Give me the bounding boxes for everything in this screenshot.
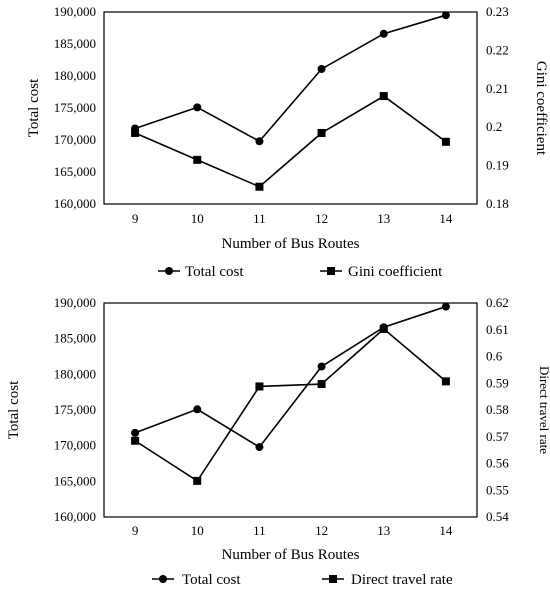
series-line-total-cost — [134, 14, 447, 143]
data-point-total-cost — [255, 443, 264, 452]
x-tick-label: 11 — [253, 523, 266, 538]
data-point-gini-coefficient — [255, 182, 264, 191]
x-tick-label: 12 — [315, 211, 328, 226]
left-tick-label: 180,000 — [54, 366, 96, 381]
left-tick-label: 190,000 — [54, 295, 96, 310]
right-tick-label: 0.55 — [486, 482, 509, 497]
data-point-total-cost — [441, 302, 450, 311]
left-tick-label: 185,000 — [54, 36, 96, 51]
series-line-total-cost — [134, 305, 447, 449]
left-tick-label: 190,000 — [54, 4, 96, 19]
data-point-total-cost — [255, 137, 264, 146]
data-point-total-cost — [193, 405, 202, 414]
data-point-direct-travel-rate — [193, 476, 202, 485]
legend-label: Total cost — [182, 572, 241, 588]
right-tick-label: 0.6 — [486, 349, 503, 364]
data-point-direct-travel-rate — [379, 324, 388, 333]
right-tick-label: 0.59 — [486, 375, 509, 390]
x-tick-label: 14 — [439, 523, 453, 538]
right-tick-label: 0.2 — [486, 119, 502, 134]
left-tick-label: 160,000 — [54, 509, 96, 524]
data-point-direct-travel-rate — [317, 380, 326, 389]
data-point-gini-coefficient — [379, 92, 388, 101]
x-axis-title: Number of Bus Routes — [222, 236, 360, 252]
right-tick-label: 0.22 — [486, 42, 509, 57]
x-tick-label: 14 — [439, 211, 453, 226]
series-line-gini-coefficient — [134, 95, 447, 188]
plot-frame — [103, 11, 478, 205]
chart-1: 160,000 165,000 170,000 175,000 180,000 185,0… — [26, 4, 549, 280]
data-point-direct-travel-rate — [131, 436, 140, 445]
right-tick-label: 0.62 — [486, 295, 509, 310]
left-tick-label: 180,000 — [54, 68, 96, 83]
left-tick-label: 175,000 — [54, 100, 96, 115]
data-point-total-cost — [441, 11, 450, 20]
x-tick-label: 13 — [377, 211, 390, 226]
right-tick-label: 0.61 — [486, 322, 509, 337]
x-axis-title: Number of Bus Routes — [222, 547, 360, 563]
right-tick-label: 0.54 — [486, 509, 509, 524]
data-point-direct-travel-rate — [441, 377, 450, 386]
legend-marker-square — [329, 575, 337, 583]
legend-marker-circle — [159, 575, 167, 583]
legend-label: Gini coefficient — [348, 264, 443, 280]
series-line-direct-travel-rate — [134, 327, 447, 482]
legend-marker-square — [327, 267, 335, 275]
x-tick-label: 13 — [377, 523, 390, 538]
y-axis-title-right: Gini coefficient — [533, 61, 549, 156]
data-point-gini-coefficient — [317, 128, 326, 137]
data-point-gini-coefficient — [131, 128, 140, 137]
y-axis-title-right: Direct travel rate — [537, 366, 550, 454]
data-point-total-cost — [131, 428, 140, 437]
x-tick-label: 12 — [315, 523, 328, 538]
right-tick-label: 0.56 — [486, 456, 509, 471]
data-point-total-cost — [317, 362, 326, 371]
left-tick-label: 170,000 — [54, 132, 96, 147]
legend-label: Total cost — [185, 264, 244, 280]
left-tick-label: 160,000 — [54, 196, 96, 211]
left-tick-label: 170,000 — [54, 438, 96, 453]
legend-marker-circle — [165, 267, 173, 275]
left-tick-label: 185,000 — [54, 331, 96, 346]
data-point-direct-travel-rate — [255, 382, 264, 391]
left-tick-label: 165,000 — [54, 473, 96, 488]
x-tick-label: 10 — [191, 211, 204, 226]
x-tick-label: 9 — [132, 523, 139, 538]
data-point-total-cost — [317, 64, 326, 73]
left-tick-label: 175,000 — [54, 402, 96, 417]
chart-2: 160,000 165,000 170,000 175,000 180,000 185,0… — [6, 295, 550, 588]
right-tick-label: 0.23 — [486, 4, 509, 19]
x-tick-label: 10 — [191, 523, 204, 538]
right-tick-label: 0.21 — [486, 81, 509, 96]
data-point-total-cost — [379, 29, 388, 38]
plot-frame — [103, 302, 478, 518]
data-point-total-cost — [193, 103, 202, 112]
data-point-gini-coefficient — [193, 155, 202, 164]
right-tick-label: 0.19 — [486, 158, 509, 173]
right-tick-label: 0.18 — [486, 196, 509, 211]
right-tick-label: 0.58 — [486, 402, 509, 417]
y-axis-title-left: Total cost — [26, 78, 42, 137]
x-tick-label: 9 — [132, 211, 139, 226]
right-tick-label: 0.57 — [486, 429, 509, 444]
data-point-gini-coefficient — [441, 137, 450, 146]
y-axis-title-left: Total cost — [6, 380, 22, 439]
legend-label: Direct travel rate — [351, 572, 453, 588]
x-tick-label: 11 — [253, 211, 266, 226]
left-tick-label: 165,000 — [54, 164, 96, 179]
